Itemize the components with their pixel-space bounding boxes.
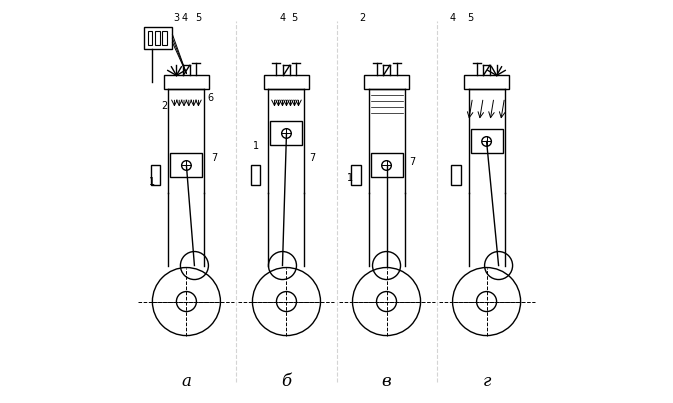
Text: 2: 2 bbox=[162, 102, 168, 112]
Text: 1: 1 bbox=[254, 141, 260, 152]
Text: 3: 3 bbox=[174, 13, 180, 23]
Text: 6: 6 bbox=[207, 93, 213, 104]
Text: 5: 5 bbox=[468, 13, 474, 23]
Text: а: а bbox=[182, 373, 191, 390]
Text: 4: 4 bbox=[181, 13, 188, 23]
Polygon shape bbox=[170, 154, 203, 177]
Text: 5: 5 bbox=[291, 13, 297, 23]
Text: 7: 7 bbox=[310, 154, 316, 164]
Text: 5: 5 bbox=[195, 13, 201, 23]
Text: 4: 4 bbox=[450, 13, 456, 23]
Polygon shape bbox=[470, 129, 503, 154]
Text: б: б bbox=[281, 373, 291, 390]
Text: 4: 4 bbox=[279, 13, 285, 23]
Polygon shape bbox=[371, 154, 402, 177]
Text: 2: 2 bbox=[359, 13, 365, 23]
Polygon shape bbox=[145, 27, 172, 50]
Text: 7: 7 bbox=[211, 154, 217, 164]
Text: в: в bbox=[382, 373, 391, 390]
Text: г: г bbox=[483, 373, 491, 390]
Polygon shape bbox=[271, 121, 302, 145]
Text: 1: 1 bbox=[149, 177, 155, 187]
Text: 7: 7 bbox=[409, 158, 416, 168]
Text: 1: 1 bbox=[347, 173, 353, 183]
